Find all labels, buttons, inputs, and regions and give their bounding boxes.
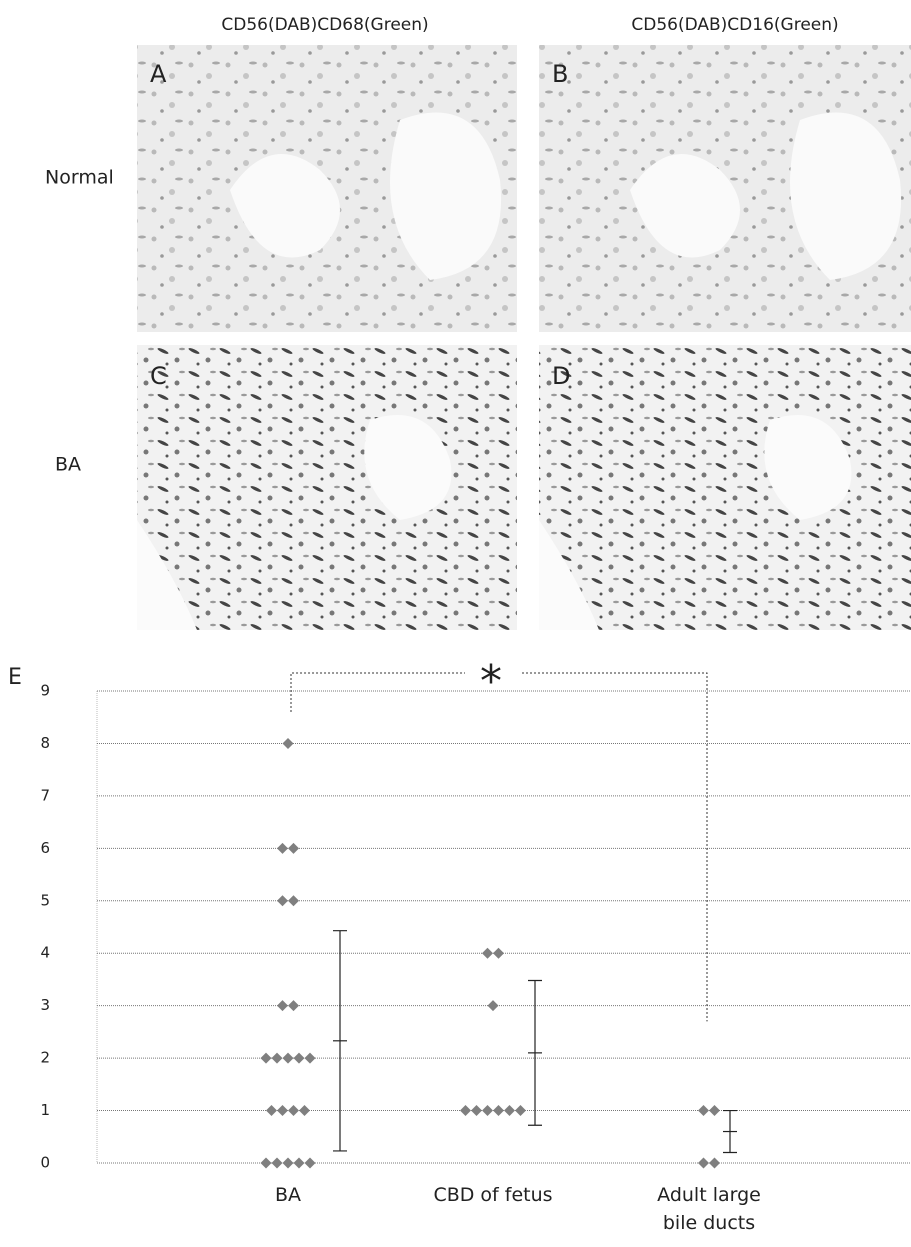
micrograph-lumen: [539, 415, 852, 630]
data-point: [271, 1157, 283, 1169]
micrograph-lumen: [630, 112, 902, 280]
y-tick-label: 1: [40, 1101, 50, 1119]
data-point: [698, 1157, 709, 1169]
data-point: [460, 1105, 471, 1117]
data-point: [288, 895, 299, 907]
data-point: [299, 1105, 310, 1117]
data-point: [266, 1105, 277, 1117]
data-point: [698, 1105, 709, 1117]
data-point: [288, 1105, 299, 1117]
panel-label: C: [150, 362, 167, 390]
micrograph-lumen: [137, 415, 452, 630]
y-tick-label: 0: [40, 1154, 50, 1172]
x-tick-label: BA: [274, 1184, 302, 1206]
data-point: [709, 1157, 720, 1169]
panel-label: D: [552, 362, 570, 390]
y-tick-label: 2: [40, 1049, 50, 1067]
data-point: [288, 1000, 299, 1012]
y-tick-label: 4: [40, 944, 50, 962]
x-tick-label: Adult large bile ducts: [657, 1184, 761, 1234]
micrograph-lumen: [230, 112, 502, 280]
y-tick-label: 7: [40, 786, 50, 804]
data-point: [271, 1052, 283, 1064]
data-point: [277, 895, 288, 907]
panel-label: E: [8, 665, 22, 690]
data-point: [277, 1000, 288, 1012]
y-tick-label: 9: [40, 682, 50, 700]
column-header: CD56(DAB)CD68(Green): [221, 15, 428, 35]
y-tick-label: 5: [40, 891, 50, 909]
data-point: [282, 1157, 294, 1169]
data-point: [482, 947, 493, 959]
panel-label: A: [150, 60, 167, 88]
data-point: [288, 842, 299, 854]
data-point: [293, 1157, 305, 1169]
data-point: [282, 1052, 294, 1064]
data-point: [304, 1157, 316, 1169]
micrographs: [137, 45, 911, 630]
data-point: [493, 1105, 504, 1117]
data-point: [504, 1105, 515, 1117]
significance-mark: *: [480, 656, 502, 707]
y-tick-label: 8: [40, 734, 50, 752]
data-point: [260, 1157, 272, 1169]
data-point: [293, 1052, 305, 1064]
row-label: Normal: [45, 167, 114, 189]
micrograph: [137, 345, 517, 630]
data-point: [282, 737, 294, 749]
data-point: [515, 1105, 526, 1117]
data-point: [482, 1105, 493, 1117]
panel-label: B: [552, 60, 568, 88]
data-point: [304, 1052, 316, 1064]
significance-bracket: [290, 672, 708, 1022]
row-label: BA: [55, 454, 81, 476]
data-point: [487, 1000, 499, 1012]
micrograph: [539, 345, 911, 630]
data-point: [277, 1105, 288, 1117]
data-point: [277, 842, 288, 854]
data-point: [709, 1105, 720, 1117]
y-tick-label: 6: [40, 839, 50, 857]
data-point: [471, 1105, 482, 1117]
data-point: [260, 1052, 272, 1064]
column-header: CD56(DAB)CD16(Green): [631, 15, 838, 35]
y-tick-label: 3: [40, 996, 50, 1014]
data-point: [493, 947, 504, 959]
x-tick-label: CBD of fetus: [433, 1184, 553, 1206]
